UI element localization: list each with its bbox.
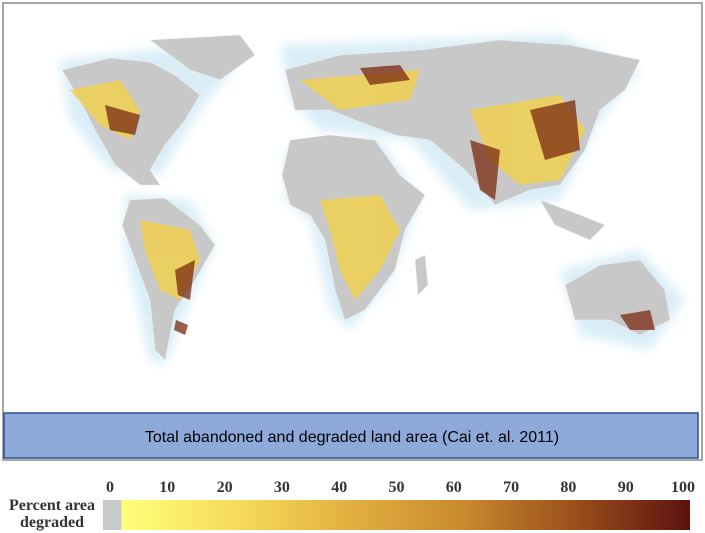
- legend-tick-label: 60: [446, 479, 462, 496]
- caption-bar: [3, 412, 699, 459]
- legend-tick-label: 20: [217, 479, 233, 496]
- legend-tick-label: 0: [106, 479, 114, 496]
- legend-tick-label: 10: [159, 479, 175, 496]
- legend-tick-label: 100: [671, 479, 695, 496]
- zero-swatch: [103, 500, 122, 530]
- world-map: [60, 34, 685, 365]
- legend-tick-label: 90: [618, 479, 634, 496]
- legend-tick-label: 50: [389, 479, 405, 496]
- legend-tick-label: 40: [331, 479, 347, 496]
- color-bar: [121, 500, 690, 530]
- legend-tick-label: 80: [560, 479, 576, 496]
- legend-label: Percent area: [9, 497, 95, 514]
- legend-label: degraded: [20, 514, 84, 531]
- legend-tick-label: 30: [274, 479, 290, 496]
- legend-tick-label: 70: [503, 479, 519, 496]
- caption: Total abandoned and degraded land area (…: [145, 429, 559, 446]
